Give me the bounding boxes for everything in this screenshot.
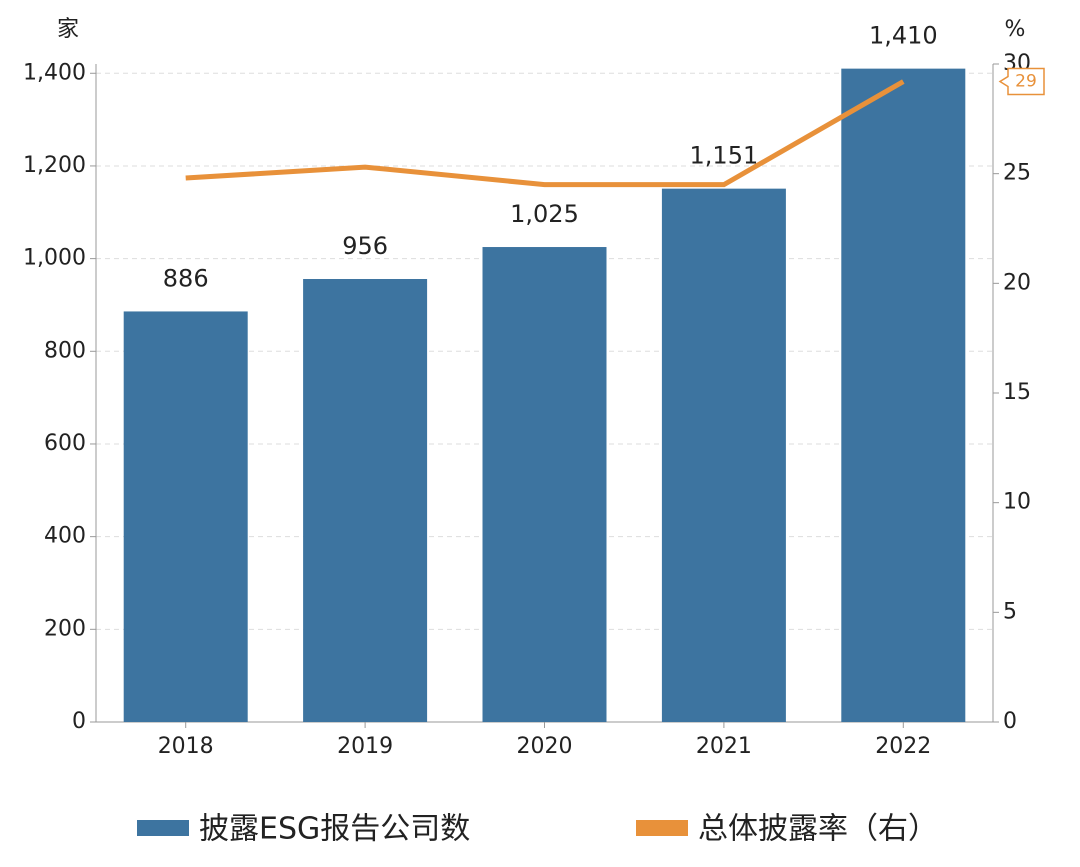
bar-value-label: 1,025 (510, 200, 579, 228)
bar-value-label: 1,151 (690, 142, 759, 170)
bar-value-label: 886 (163, 264, 209, 292)
legend-label: 总体披露率（右） (698, 812, 938, 847)
legend-swatch (636, 820, 688, 836)
y2-tick-label: 20 (1003, 270, 1031, 295)
y-tick-label: 1,400 (23, 60, 86, 85)
bar (841, 68, 966, 723)
bar (303, 279, 428, 722)
legend-swatch (137, 820, 189, 836)
y2-unit: % (1005, 17, 1026, 42)
callout-box (998, 67, 1045, 96)
bar (661, 188, 786, 722)
bar (123, 311, 248, 722)
line-value-label: 29 (1015, 72, 1037, 92)
bar-value-label: 1,410 (869, 22, 938, 50)
x-tick-label: 2021 (696, 734, 752, 759)
y-tick-label: 0 (72, 709, 86, 734)
y2-tick-label: 25 (1003, 161, 1031, 186)
x-tick-label: 2018 (158, 734, 214, 759)
y-tick-label: 1,200 (23, 153, 86, 178)
legend-label: 披露ESG报告公司数 (199, 812, 470, 847)
y-tick-label: 1,000 (23, 246, 86, 271)
y-unit: 家 (57, 17, 79, 42)
line (185, 79, 905, 188)
y2-tick-label: 0 (1003, 709, 1017, 734)
y2-tick-label: 15 (1003, 380, 1031, 405)
y-tick-label: 600 (44, 431, 86, 456)
y-tick-label: 200 (44, 616, 86, 641)
bar-value-label: 956 (342, 232, 388, 260)
x-tick-label: 2020 (517, 734, 573, 759)
y2-tick-label: 10 (1003, 490, 1031, 515)
x-tick-label: 2022 (875, 734, 931, 759)
bar (482, 247, 607, 722)
y-tick-label: 400 (44, 524, 86, 549)
y2-tick-label: 5 (1003, 599, 1017, 624)
x-tick-label: 2019 (337, 734, 393, 759)
y-tick-label: 800 (44, 338, 86, 363)
